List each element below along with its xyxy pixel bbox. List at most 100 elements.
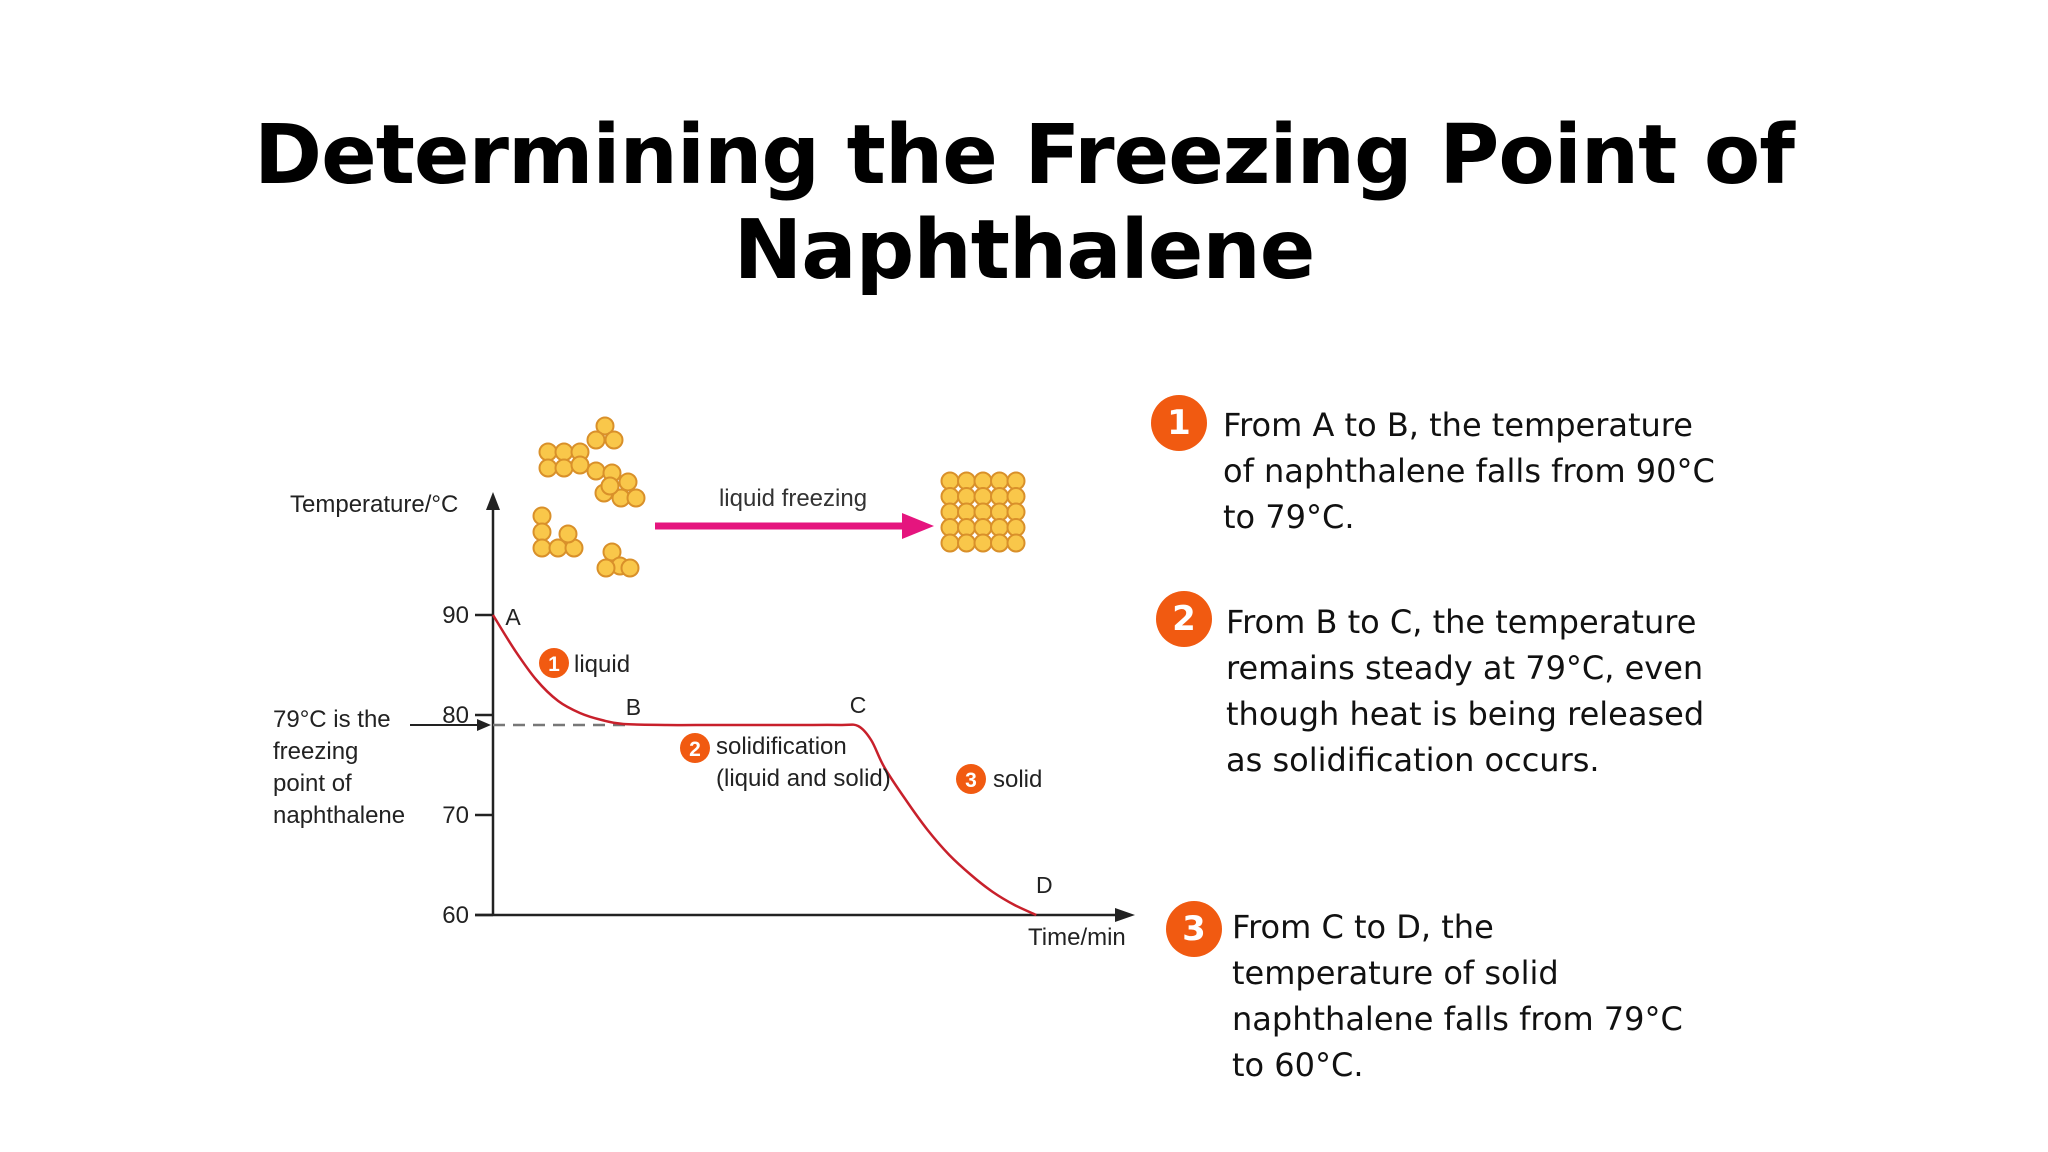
- note-line: of naphthalene falls from 90°C: [1223, 452, 1715, 490]
- region-name: solid: [993, 766, 1042, 793]
- region-label-1: 1 liquid: [539, 648, 630, 678]
- region-label-2: 2 solidification (liquid and solid): [680, 733, 891, 792]
- solid-particle: [973, 502, 993, 522]
- region-name: liquid: [574, 651, 630, 678]
- region-badge: [539, 648, 569, 678]
- solid-particle: [940, 502, 960, 522]
- particle-illustration: [532, 416, 1026, 578]
- solid-particle: [973, 471, 993, 491]
- solid-particle: [1006, 518, 1026, 537]
- solid-particle: [990, 487, 1009, 506]
- point-label-b: B: [626, 694, 641, 720]
- liquid-particle: [532, 522, 552, 542]
- freezing-point-annotation-line: naphthalene: [273, 802, 405, 829]
- note-line: remains steady at 79°C, even: [1226, 649, 1704, 687]
- note-line: temperature of solid: [1232, 954, 1559, 992]
- freezing-point-annotation-line: freezing: [273, 738, 358, 765]
- freezing-point-annotation-line: point of: [273, 770, 352, 797]
- note-2-text: From B to C, the temperature remains stea…: [1226, 599, 1826, 783]
- solid-particle: [973, 518, 993, 537]
- region-label-3: 3 solid: [956, 764, 1042, 794]
- x-axis-arrow: [1115, 908, 1135, 922]
- liquid-particle: [596, 558, 616, 578]
- solid-particle: [990, 518, 1009, 537]
- solid-particle: [1006, 533, 1026, 553]
- solid-particle: [990, 502, 1009, 522]
- liquid-particle: [558, 524, 578, 544]
- solid-particle: [957, 487, 976, 506]
- liquid-particle: [538, 458, 558, 478]
- x-axis-label: Time/min: [1028, 924, 1126, 951]
- y-axis-arrow: [486, 492, 500, 510]
- note-3-badge: 3: [1166, 901, 1222, 957]
- freezing-arrow-head: [902, 513, 934, 539]
- solid-particle: [940, 518, 960, 537]
- note-1-text: From A to B, the temperature of naphthale…: [1223, 402, 1823, 540]
- region-badge: [956, 764, 986, 794]
- liquid-particle: [570, 455, 590, 475]
- point-label-c: C: [850, 692, 867, 718]
- solid-particle: [957, 518, 976, 537]
- solid-particle: [1006, 487, 1026, 506]
- liquid-particle: [618, 472, 638, 492]
- slide-title: Determining the Freezing Point of Naphth…: [254, 108, 1795, 298]
- solid-particle: [990, 471, 1009, 491]
- solid-particle: [957, 471, 976, 491]
- point-label-d: D: [1036, 872, 1053, 898]
- chart-curve: [491, 614, 1037, 917]
- liquid-particle: [626, 488, 646, 508]
- note-line: to 79°C.: [1223, 498, 1355, 536]
- liquid-particle: [554, 458, 574, 478]
- note-line: naphthalene falls from 79°C: [1232, 1000, 1683, 1038]
- note-line: From A to B, the temperature: [1223, 406, 1693, 444]
- liquid-particle: [595, 416, 615, 436]
- y-tick-label: 90: [442, 602, 469, 629]
- liquid-particle: [532, 538, 552, 558]
- note-line: though heat is being released: [1226, 695, 1705, 733]
- note-3-text: From C to D, the temperature of solid naph…: [1232, 904, 1832, 1088]
- solid-particle: [990, 533, 1009, 553]
- region-badge-number: 3: [965, 769, 977, 792]
- solid-particle: [957, 533, 976, 553]
- annotation-arrowhead: [477, 719, 491, 731]
- solid-particle: [957, 502, 976, 522]
- region-badge-number: 1: [548, 653, 560, 676]
- cooling-curve-line: [491, 614, 1037, 917]
- y-axis-label: Temperature/°C: [290, 491, 458, 518]
- freezing-arrow-label: liquid freezing: [719, 485, 867, 512]
- note-line: From C to D, the: [1232, 908, 1494, 946]
- region-badge: [680, 733, 710, 763]
- solid-particle: [1006, 471, 1026, 491]
- note-2-badge: 2: [1156, 591, 1212, 647]
- region-badge-number: 2: [689, 738, 701, 761]
- liquid-particle: [586, 461, 606, 481]
- liquid-particle: [538, 442, 558, 462]
- liquid-particle: [604, 430, 624, 450]
- note-line: From B to C, the temperature: [1226, 603, 1697, 641]
- region-name: solidification: [716, 733, 847, 760]
- region-sublabel: (liquid and solid): [716, 765, 891, 792]
- liquid-particle: [600, 476, 620, 496]
- liquid-particle: [620, 558, 640, 578]
- y-tick-label: 70: [442, 802, 469, 829]
- note-line: to 60°C.: [1232, 1046, 1364, 1084]
- point-label-a: A: [505, 604, 521, 630]
- liquid-particle: [532, 506, 552, 526]
- solid-particle: [1006, 502, 1026, 522]
- solid-particle: [940, 471, 960, 491]
- chart-labels: 90 80 70 60 Temperature/°C Time/min 79°C is th…: [273, 485, 1126, 951]
- liquid-particle: [586, 430, 606, 450]
- liquid-particle: [602, 542, 622, 562]
- y-tick-label: 60: [442, 902, 469, 929]
- y-tick-label: 80: [442, 702, 469, 729]
- solid-particle: [940, 533, 960, 553]
- solid-particle: [973, 487, 993, 506]
- liquid-particle: [554, 442, 574, 462]
- freezing-point-annotation-line: 79°C is the: [273, 706, 391, 733]
- solid-particle: [940, 487, 960, 506]
- solid-particle: [973, 533, 993, 553]
- note-1-badge: 1: [1151, 395, 1207, 451]
- chart-axes: [410, 492, 1135, 922]
- note-line: as solidification occurs.: [1226, 741, 1600, 779]
